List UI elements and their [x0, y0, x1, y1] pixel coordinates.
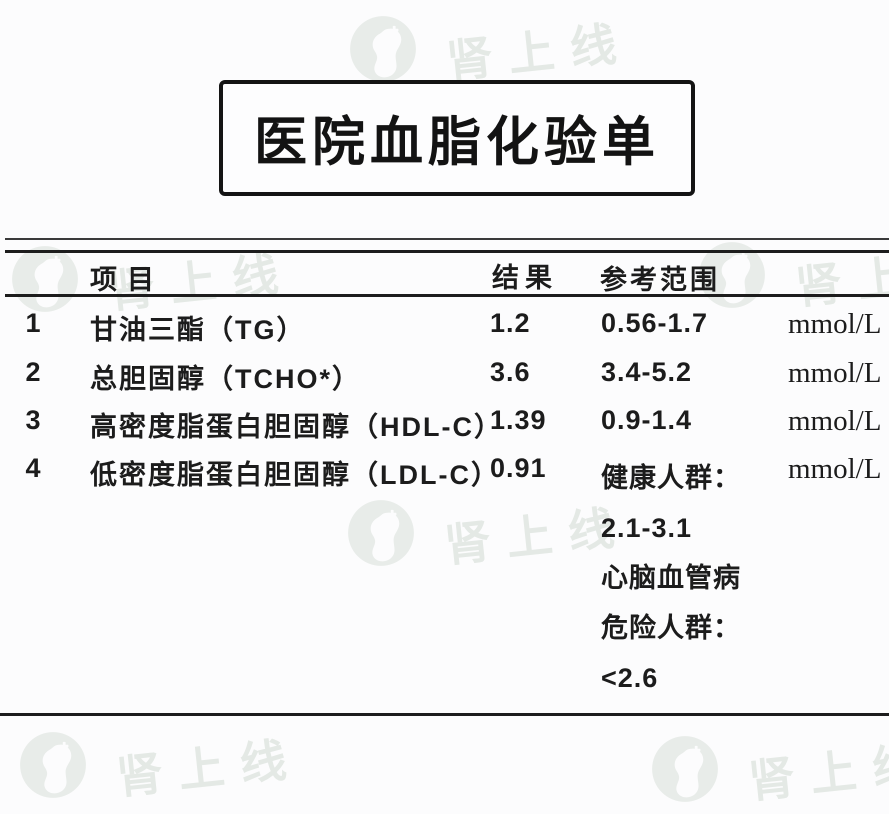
reference-range-line: 心脑血管病	[601, 563, 741, 593]
unit-label: mmol/L	[788, 357, 882, 389]
watermark-brand-text: 肾上线	[746, 736, 889, 808]
watermark-brand-text: 肾上线	[444, 16, 635, 88]
reference-range-line: <2.6	[601, 663, 659, 693]
row-number: 4	[25, 453, 41, 483]
kidney-logo-icon	[10, 244, 80, 314]
unit-label: mmol/L	[788, 405, 882, 437]
test-result-value: 1.39	[490, 405, 547, 435]
reference-range-line: 2.1-3.1	[601, 513, 693, 543]
column-header-range: 参考范围	[600, 265, 720, 295]
reference-range-line: 健康人群：	[601, 463, 741, 493]
unit-label: mmol/L	[788, 308, 882, 340]
unit-label: mmol/L	[788, 453, 882, 485]
kidney-logo-icon	[18, 730, 88, 800]
test-item-name: 总胆固醇（TCHO*）	[90, 364, 361, 394]
reference-range: 0.56-1.7	[601, 308, 709, 338]
test-result-value: 3.6	[490, 357, 531, 387]
kidney-logo-icon	[650, 734, 720, 804]
table-top-rule-thin	[5, 238, 889, 240]
test-item-name: 低密度脂蛋白胆固醇（LDL-C）	[90, 460, 500, 490]
reference-range: 0.9-1.4	[601, 405, 693, 435]
table-bottom-rule	[0, 713, 889, 716]
reference-range-multiline: 健康人群： 2.1-3.1 心脑血管病 危险人群： <2.6	[601, 453, 741, 703]
column-header-item: 项目	[90, 265, 164, 295]
kidney-logo-icon	[346, 498, 416, 568]
watermark-brand-text: 肾上线	[793, 242, 889, 314]
test-result-value: 0.91	[490, 453, 547, 483]
watermark-bottom-right: 肾上线	[650, 734, 889, 808]
row-number: 2	[25, 357, 41, 387]
report-title: 医院血脂化验单	[254, 113, 660, 172]
watermark-middle: 肾上线	[346, 498, 633, 572]
reference-range: 3.4-5.2	[601, 357, 693, 387]
watermark-brand-text: 肾上线	[114, 732, 305, 804]
test-result-value: 1.2	[490, 308, 531, 338]
reference-range-line: 危险人群：	[601, 613, 741, 643]
table-header-rule	[5, 294, 889, 297]
watermark-top: 肾上线	[348, 14, 635, 88]
table-top-rule-thick	[5, 250, 889, 253]
watermark-bottom-left: 肾上线	[18, 730, 305, 804]
test-item-name: 甘油三酯（TG）	[90, 315, 306, 345]
row-number: 1	[25, 308, 41, 338]
column-header-result: 结果	[492, 263, 558, 293]
kidney-logo-icon	[348, 14, 418, 84]
report-title-box: 医院血脂化验单	[219, 80, 695, 196]
test-item-name: 高密度脂蛋白胆固醇（HDL-C）	[90, 412, 503, 442]
row-number: 3	[25, 405, 41, 435]
